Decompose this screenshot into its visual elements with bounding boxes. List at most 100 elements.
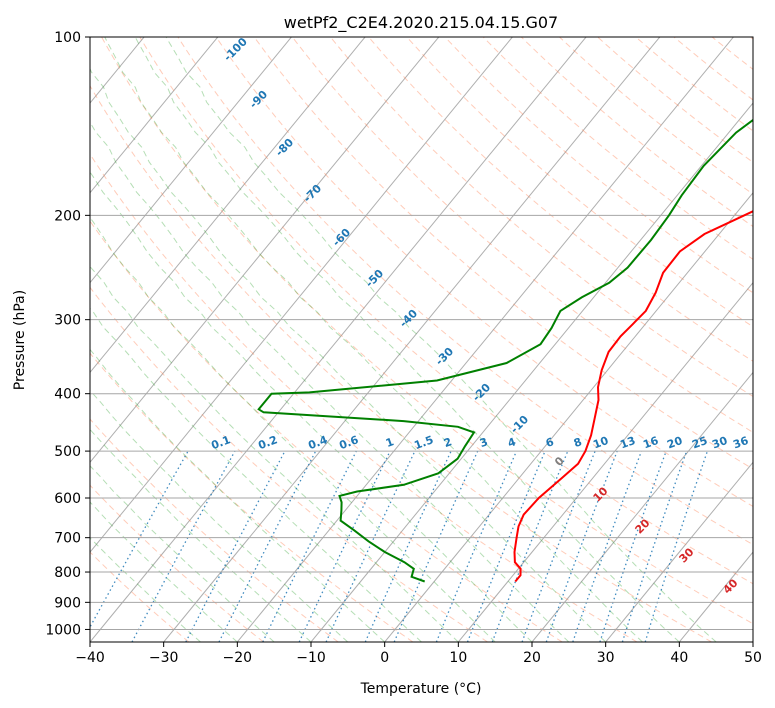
dry-adiabat [520,37,753,228]
moist-adiabat-label: 40 [721,576,741,596]
profile-line [513,210,753,583]
x-tick-label: 0 [380,650,389,666]
dry-adiabat [635,37,753,132]
isotherm [90,37,513,553]
profile-lines [257,118,753,583]
mixing-ratio-label: 3 [478,435,490,450]
mixing-ratio-label: 4 [506,435,518,450]
mixing-ratio-label: 0.1 [209,433,232,452]
moist-adiabat [134,37,680,642]
dry-adiabat [215,37,753,508]
profile-line [257,118,753,583]
dry-adiabat [482,37,753,260]
y-tick-label: 400 [54,387,81,403]
chart-title: wetPf2_C2E4.2020.215.04.15.G07 [284,13,558,33]
isotherm [0,37,70,642]
y-tick-label: 200 [54,208,81,224]
x-tick-label: −30 [149,650,179,666]
dry-adiabat [101,37,753,625]
moist-adiabat [90,67,607,642]
dry-adiabat-label: -60 [330,226,353,249]
mixing-ratio-label: 20 [665,434,684,452]
mixing-ratio-label: 10 [591,434,610,452]
mixing-ratio-line [218,450,317,642]
isotherm [531,371,753,642]
moist-adiabat [90,348,386,642]
mixing-ratio-label: 2 [442,435,454,450]
moist-adiabat [90,389,349,642]
y-tick-label: 100 [54,30,81,46]
dry-adiabat [90,352,414,642]
x-tick-label: 10 [449,650,467,666]
moist-adiabat-label: 30 [677,545,697,565]
dry-adiabat [559,37,753,195]
dry-adiabat [749,37,753,40]
y-tick-label: 500 [54,444,81,460]
isotherm [90,37,366,374]
y-tick-label: 1000 [45,622,81,638]
y-tick-label: 700 [54,531,81,547]
x-tick-label: −20 [223,650,253,666]
mixing-ratio-line [644,450,709,642]
moist-adiabat-label: 20 [633,516,653,536]
x-tick-label: −40 [75,650,105,666]
y-tick-label: 300 [54,313,81,329]
moist-adiabat [90,501,238,642]
y-tick-label: 900 [54,595,81,611]
y-tick-label: 600 [54,491,81,507]
moist-adiabat [90,465,275,642]
mixing-ratio-line [435,450,518,642]
mixing-ratio-label: 1.5 [412,433,435,452]
mixing-ratio-label: 30 [710,434,729,452]
x-tick-label: 40 [670,650,688,666]
dry-adiabat [90,220,563,642]
y-axis-ticks: 100 200 300 400 500 600 700 800 900 1000 [45,30,90,638]
isotherm [90,37,292,284]
isotherm [236,37,734,642]
plot-frame [89,36,754,643]
isotherm [90,37,440,464]
dry-adiabat [368,37,753,362]
mixing-ratio-label: 0.4 [306,433,329,452]
dry-adiabat-label: -100 [221,35,250,64]
moist-adiabat [90,171,533,642]
x-tick-label: 20 [523,650,541,666]
mixing-ratio-line [545,450,618,642]
mixing-ratio-label: 25 [690,434,709,451]
isotherm [678,551,753,642]
dry-adiabat [253,37,753,470]
x-tick-label: −10 [296,650,326,666]
isotherm [163,37,661,642]
x-axis-ticks: −40 −30 −20 −10 0 10 20 30 40 50 [75,642,762,666]
mixing-ratio-label: 0.6 [337,433,360,452]
mixing-ratio-line [521,450,596,642]
isotherm [752,641,753,642]
moist-adiabat [90,121,570,642]
moist-adiabat [90,428,312,642]
mixing-ratio-label: 6 [544,435,556,450]
x-tick-label: 30 [597,650,615,666]
dry-adiabat [444,37,753,294]
dry-adiabat [139,37,753,585]
y-axis-label: Pressure (hPa) [12,290,28,390]
mixing-ratio-line [466,450,546,642]
isotherm [90,37,587,642]
moist-adiabat [90,537,201,642]
x-axis-label: Temperature (°C) [360,681,482,697]
dry-adiabat [597,37,753,163]
mixing-ratio-line [599,450,667,642]
line-labels: 0.1 0.2 0.4 0.6 1 1.5 2 3 4 6 8 10 13 16 20 25 30 36-100-… [209,35,750,597]
isotherm [457,281,753,642]
mixing-ratio-line [131,450,236,642]
pressure-gridlines [90,37,753,630]
isotherm [605,461,753,642]
dry-adiabat-label: -40 [397,307,420,330]
dry-adiabat-label: -30 [433,345,456,368]
dry-adiabat-label: -90 [247,88,270,111]
moist-adiabat-label: 10 [591,484,611,504]
mixing-ratio-line [298,450,391,642]
isotherm [310,102,753,642]
dry-adiabat-label: -70 [301,182,324,205]
dry-adiabat-label: -50 [363,267,386,290]
